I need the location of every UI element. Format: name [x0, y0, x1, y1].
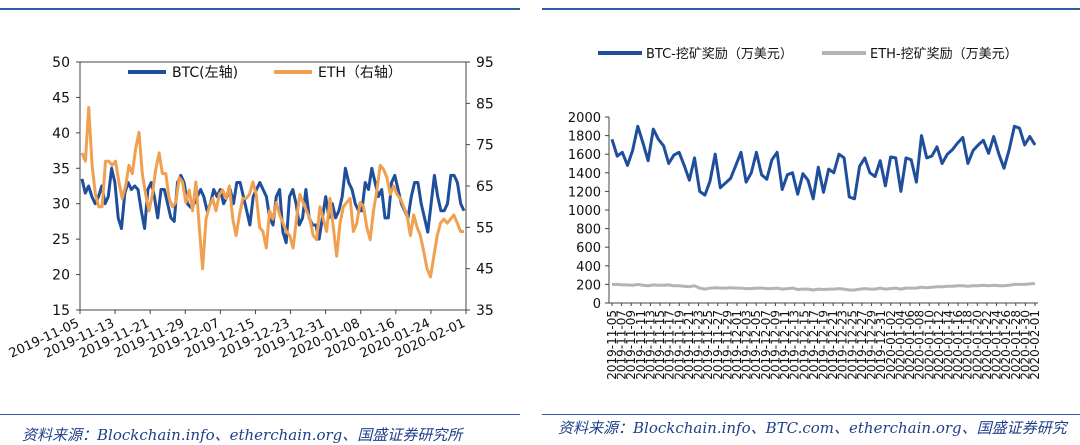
y-tick-label: 1800	[568, 130, 601, 145]
left-y-tick-label: 50	[52, 55, 70, 71]
left-source-note: 资料来源：Blockchain.info、etherchain.org、国盛证券…	[22, 426, 463, 444]
right-y-tick-label: 75	[476, 138, 494, 154]
x-tick-label: 2020-01-20	[970, 310, 984, 380]
x-tick-label: 2020-01-04	[893, 310, 907, 380]
x-tick-label: 2020-01-24	[990, 310, 1004, 380]
x-tick-label: 2020-01-08	[913, 310, 927, 380]
x-tick-label: 2019-12-25	[845, 310, 859, 380]
x-tick-label: 2019-12-19	[817, 310, 831, 380]
x-tick-label: 2020-01-26	[999, 310, 1013, 380]
eth-price-line	[80, 106, 464, 279]
eth-reward-line	[612, 282, 1036, 292]
x-tick-label: 2019-12-09	[768, 310, 782, 380]
x-tick-label: 2020-01-30	[1018, 310, 1032, 380]
left-y-tick-label: 45	[52, 90, 70, 106]
x-tick-label: 2019-12-05	[749, 310, 763, 380]
y-tick-label: 2000	[568, 111, 601, 126]
right-y-tick-label: 65	[476, 179, 494, 195]
x-tick-label: 2019-11-17	[663, 310, 677, 380]
x-tick-label: 2020-01-28	[1009, 310, 1023, 380]
y-tick-label: 1000	[568, 204, 601, 219]
right-y-tick-label: 35	[476, 303, 494, 319]
left-chart-panel: 15 20 25 30 35 40 45 50 35 45 55 65 75 85 95 2019-11-05…	[0, 0, 530, 410]
x-tick-label: 2019-11-29	[720, 310, 734, 380]
right-top-rule	[542, 8, 1080, 10]
btc-reward-line	[610, 124, 1037, 201]
legend-label-eth-reward: ETH-挖矿奖励（万美元）	[870, 47, 1018, 62]
x-tick-label: 2019-12-27	[855, 310, 869, 380]
x-tick-label: 2020-01-10	[922, 310, 936, 380]
x-tick-label: 2020-02-01	[1028, 310, 1042, 380]
left-y-tick-label: 20	[52, 268, 70, 284]
x-tick-label: 2019-12-01	[730, 310, 744, 380]
x-tick-label: 2019-11-25	[701, 310, 715, 380]
x-tick-label: 2019-12-23	[836, 310, 850, 380]
x-tick-label: 2019-12-17	[807, 310, 821, 380]
x-tick-label: 2019-12-13	[788, 310, 802, 380]
x-tick-label: 2019-11-23	[692, 310, 706, 380]
right-y-tick-label: 85	[476, 96, 494, 112]
left-y-tick-label: 40	[52, 126, 70, 142]
mining-reward-chart: 0 200 400 600 800 1000 1200 1400 1600 1800 2000 201…	[568, 47, 1042, 380]
y-tick-label: 1200	[568, 185, 601, 200]
x-tick-label: 2019-12-29	[865, 310, 879, 380]
left-y-tick-label: 30	[52, 197, 70, 213]
x-tick-label: 2019-12-11	[778, 310, 792, 380]
y-tick-label: 800	[576, 223, 601, 238]
x-tick-label: 2019-12-31	[874, 310, 888, 380]
y-tick-label: 0	[593, 297, 601, 312]
right-source-note: 资料来源：Blockchain.info、BTC.com、etherchain.…	[558, 419, 1067, 437]
x-tick-label: 2020-01-12	[932, 310, 946, 380]
x-tick-label: 2019-12-07	[759, 310, 773, 380]
x-tick-label: 2019-12-03	[740, 310, 754, 380]
right-y-tick-label: 95	[476, 55, 494, 71]
legend-label-eth: ETH（右轴）	[318, 65, 402, 81]
x-tick-label: 2019-11-27	[711, 310, 725, 380]
x-tick-label: 2019-11-15	[653, 310, 667, 380]
left-y-tick-label: 15	[52, 303, 70, 319]
left-y-tick-label: 25	[52, 232, 70, 248]
y-tick-label: 200	[576, 278, 601, 293]
plot-area-frame	[79, 61, 467, 311]
x-tick-label: 2019-11-05	[605, 310, 619, 380]
y-tick-label: 600	[576, 241, 601, 256]
y-tick-label: 400	[576, 260, 601, 275]
x-tick-label: 2019-11-19	[672, 310, 686, 380]
x-tick-label: 2019-11-11	[634, 310, 648, 380]
left-bottom-rule	[0, 414, 520, 415]
x-tick-label: 2019-11-13	[643, 310, 657, 380]
btc-price-line	[80, 166, 466, 245]
legend-label-btc: BTC(左轴)	[172, 65, 238, 81]
legend-label-btc-reward: BTC-挖矿奖励（万美元）	[646, 47, 793, 62]
x-tick-label: 2020-01-14	[941, 310, 955, 380]
x-tick-label: 2020-01-02	[884, 310, 898, 380]
x-tick-label: 2020-01-16	[951, 310, 965, 380]
right-y-tick-label: 45	[476, 262, 494, 278]
x-tick-label: 2019-11-09	[624, 310, 638, 380]
left-y-tick-label: 35	[52, 161, 70, 177]
left-top-rule	[0, 8, 520, 10]
x-tick-label: 2020-01-22	[980, 310, 994, 380]
right-bottom-rule	[542, 414, 1080, 415]
btc-eth-price-chart: 1520253035404550354555657585952019-11-05…	[7, 55, 494, 362]
x-tick-label: 2020-01-18	[961, 310, 975, 380]
y-tick-label: 1600	[568, 148, 601, 163]
y-tick-label: 1400	[568, 167, 601, 182]
right-chart-panel: 0 200 400 600 800 1000 1200 1400 1600 1800 2000 201…	[540, 0, 1080, 410]
x-tick-label: 2019-11-07	[615, 310, 629, 380]
x-tick-label: 2020-01-06	[903, 310, 917, 380]
x-tick-label: 2019-12-15	[797, 310, 811, 380]
x-tick-label: 2019-11-21	[682, 310, 696, 380]
x-tick-label: 2019-12-21	[826, 310, 840, 380]
right-y-tick-label: 55	[476, 220, 494, 236]
